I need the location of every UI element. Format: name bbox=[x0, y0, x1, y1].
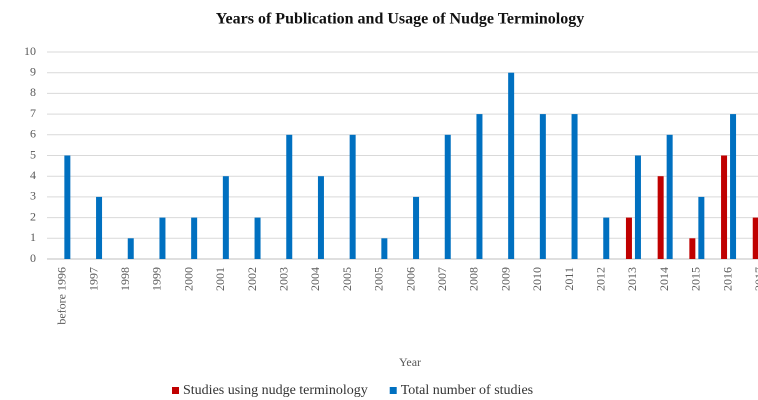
bar bbox=[191, 217, 198, 259]
bar bbox=[317, 176, 324, 259]
x-tick-label: 2017 bbox=[752, 267, 758, 291]
bar bbox=[64, 155, 71, 259]
bar bbox=[254, 217, 261, 259]
bar bbox=[698, 196, 705, 259]
bar bbox=[508, 72, 515, 259]
x-tick-label: 2005 bbox=[372, 267, 386, 291]
bar bbox=[571, 114, 578, 259]
x-tick-label: 2005 bbox=[340, 267, 354, 291]
bar bbox=[159, 217, 166, 259]
x-tick-label: 1997 bbox=[86, 267, 100, 291]
y-tick-label: 5 bbox=[30, 147, 36, 161]
bar bbox=[444, 134, 451, 259]
bar bbox=[286, 134, 293, 259]
y-tick-label: 9 bbox=[30, 64, 36, 78]
x-tick-label: 2000 bbox=[181, 267, 195, 291]
bar bbox=[127, 238, 134, 259]
x-tick-label: 1999 bbox=[150, 267, 164, 291]
legend-swatch bbox=[389, 387, 397, 394]
bar bbox=[222, 176, 229, 259]
y-tick-label: 6 bbox=[30, 127, 36, 141]
legend-label: Total number of studies bbox=[401, 383, 533, 398]
x-tick-label: 2013 bbox=[625, 267, 639, 291]
y-tick-label: 0 bbox=[30, 251, 36, 265]
x-tick-label: 2006 bbox=[403, 267, 417, 291]
bar bbox=[634, 155, 641, 259]
x-tick-label: 2001 bbox=[213, 267, 227, 291]
y-tick-label: 8 bbox=[30, 85, 36, 99]
bar bbox=[752, 217, 758, 259]
y-tick-label: 1 bbox=[30, 230, 36, 244]
x-tick-label: 2008 bbox=[467, 267, 481, 291]
bar bbox=[476, 114, 483, 259]
bar bbox=[413, 196, 420, 259]
x-tick-label: 2014 bbox=[657, 267, 671, 291]
x-tick-label: 2003 bbox=[277, 267, 291, 291]
y-tick-label: 3 bbox=[30, 189, 36, 203]
x-tick-label: before 1996 bbox=[55, 267, 69, 325]
y-tick-label: 4 bbox=[30, 168, 36, 182]
bar bbox=[349, 134, 356, 259]
legend-swatch bbox=[172, 387, 179, 394]
x-tick-label: 2009 bbox=[498, 267, 512, 291]
bar bbox=[539, 114, 546, 259]
y-tick-label: 7 bbox=[30, 106, 36, 120]
x-tick-label: 1998 bbox=[118, 267, 132, 291]
y-tick-label: 2 bbox=[30, 209, 36, 223]
x-tick-label: 2012 bbox=[594, 267, 608, 291]
bar bbox=[666, 134, 673, 259]
bar bbox=[96, 196, 103, 259]
x-tick-label: 2011 bbox=[562, 267, 576, 291]
x-axis-title: Year bbox=[399, 355, 421, 369]
bar bbox=[730, 114, 737, 259]
x-tick-label: 2016 bbox=[720, 267, 734, 291]
y-tick-label: 10 bbox=[24, 44, 36, 58]
x-tick-label: 2002 bbox=[245, 267, 259, 291]
bar bbox=[625, 217, 632, 259]
x-tick-label: 2004 bbox=[308, 267, 322, 291]
x-tick-label: 2015 bbox=[689, 267, 703, 291]
x-tick-label: 2007 bbox=[435, 267, 449, 291]
bar bbox=[603, 217, 610, 259]
chart-title: Years of Publication and Usage of Nudge … bbox=[216, 11, 584, 28]
bar bbox=[721, 155, 728, 259]
bar bbox=[689, 238, 696, 259]
bar bbox=[657, 176, 664, 259]
x-tick-label: 2010 bbox=[530, 267, 544, 291]
legend-label: Studies using nudge terminology bbox=[183, 383, 368, 398]
bar bbox=[381, 238, 388, 259]
